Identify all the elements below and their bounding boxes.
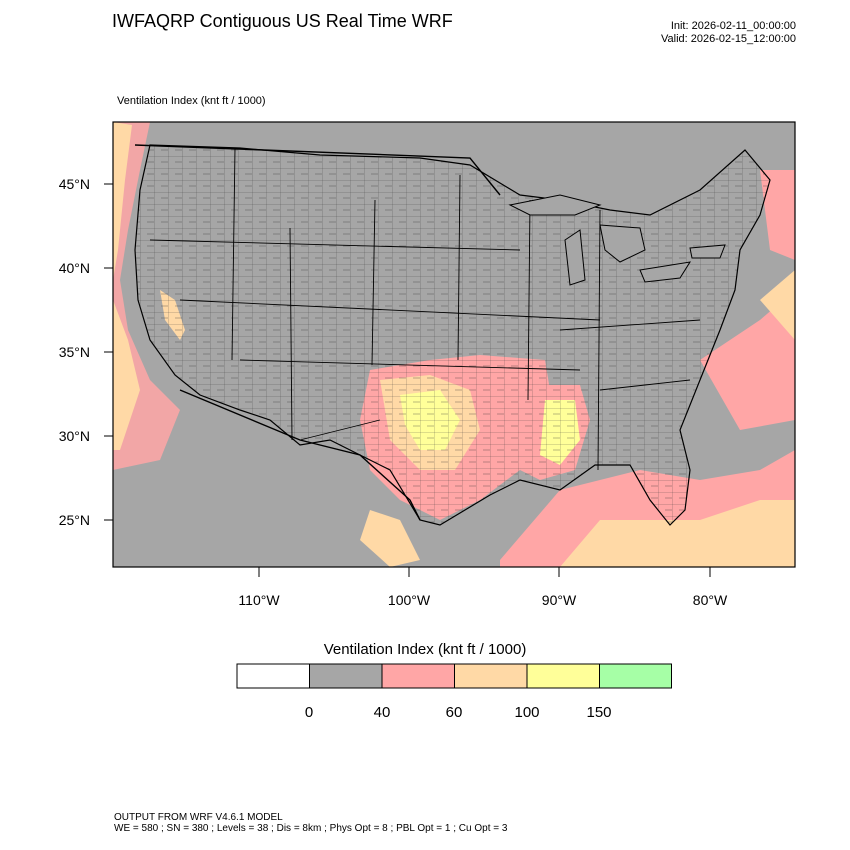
colorbar-tick-150: 150 bbox=[586, 704, 612, 721]
colorbar-box-0 bbox=[236, 663, 310, 689]
lat-ticks bbox=[104, 183, 113, 521]
colorbar-box-4 bbox=[526, 663, 600, 689]
colorbar-tick-100: 100 bbox=[514, 704, 540, 721]
colorbar-tick-0: 0 bbox=[304, 704, 314, 721]
lat-label-30: 30°N bbox=[59, 428, 90, 444]
great-lakes bbox=[508, 194, 726, 286]
lat-label-45: 45°N bbox=[59, 176, 90, 192]
valid-time: Valid: 2026-02-15_12:00:00 bbox=[661, 33, 796, 45]
init-time: Init: 2026-02-11_00:00:00 bbox=[670, 20, 796, 32]
colorbar-tick-40: 40 bbox=[373, 704, 391, 721]
colorbar-title: Ventilation Index (knt ft / 1000) bbox=[323, 641, 527, 658]
colorbar-tick-60: 60 bbox=[445, 704, 463, 721]
field-label: Ventilation Index (knt ft / 1000) bbox=[117, 95, 266, 107]
page-title: IWFAQRP Contiguous US Real Time WRF bbox=[112, 11, 453, 31]
colorbar-box-2 bbox=[381, 663, 455, 689]
country-borders bbox=[134, 144, 501, 521]
lat-label-35: 35°N bbox=[59, 344, 90, 360]
lon-label-110: 110°W bbox=[238, 592, 280, 608]
colorbar-box-1 bbox=[309, 663, 383, 689]
lon-label-80: 80°W bbox=[693, 592, 728, 608]
state-boundaries bbox=[149, 147, 701, 471]
footer-config-line: WE = 580 ; SN = 380 ; Levels = 38 ; Dis … bbox=[114, 823, 508, 834]
lat-label-25: 25°N bbox=[59, 512, 90, 528]
lon-ticks bbox=[258, 567, 711, 577]
lon-label-90: 90°W bbox=[542, 592, 577, 608]
lon-label-100: 100°W bbox=[388, 592, 431, 608]
colorbar-box-5 bbox=[599, 663, 672, 689]
lat-label-40: 40°N bbox=[59, 260, 90, 276]
colorbar bbox=[236, 663, 672, 689]
map-frame bbox=[112, 121, 796, 568]
footer-model-line: OUTPUT FROM WRF V4.6.1 MODEL bbox=[114, 812, 283, 823]
colorbar-box-3 bbox=[454, 663, 528, 689]
